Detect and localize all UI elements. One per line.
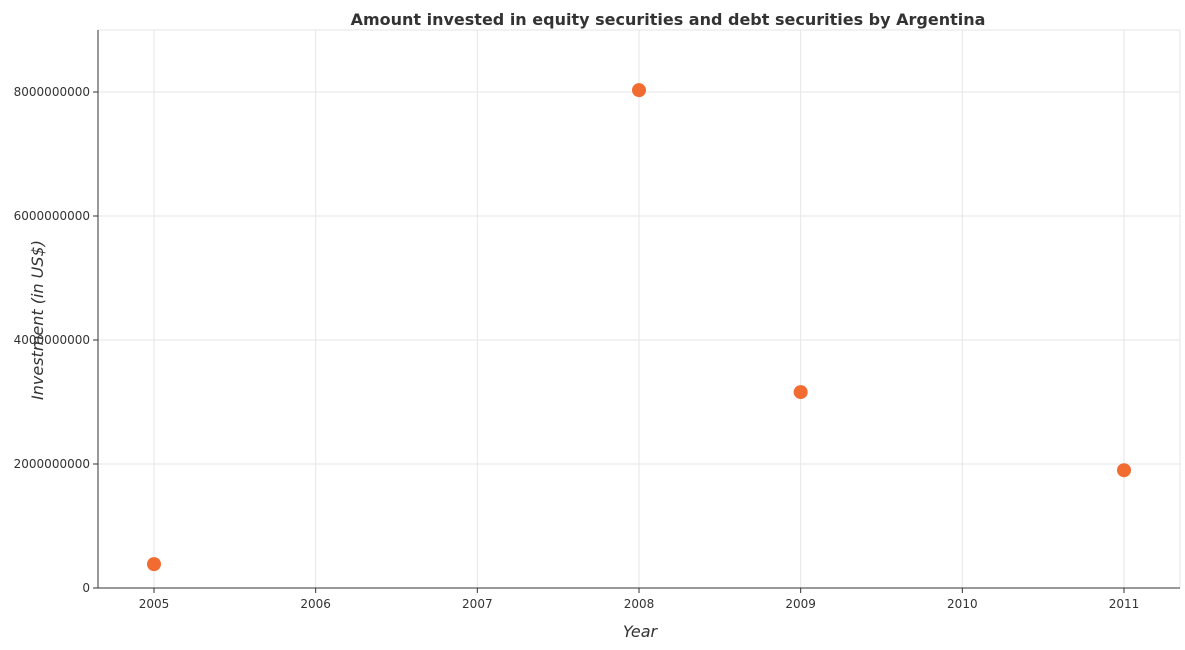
chart-title: Amount invested in equity securities and… (351, 10, 986, 29)
x-tick-label: 2011 (1109, 597, 1140, 611)
data-point-2008 (632, 83, 646, 98)
y-tick-labels: 0 2000000000 4000000000 6000000000 800000000… (14, 85, 90, 595)
y-tick-label: 4000000000 (14, 333, 90, 347)
y-tick-label: 0 (82, 581, 90, 595)
x-tick-label: 2010 (947, 597, 978, 611)
x-axis-label: Year (623, 622, 659, 641)
data-point-2009 (793, 385, 808, 400)
y-axis-label: Investment (in US$) (28, 240, 47, 400)
x-tick-label: 2006 (300, 597, 331, 611)
x-tick-label: 2008 (624, 597, 655, 611)
data-points (147, 83, 1131, 572)
data-point-2005 (147, 557, 161, 572)
y-tick-label: 8000000000 (14, 85, 90, 99)
gridlines (98, 29, 1181, 588)
x-tick-label: 2005 (139, 597, 170, 611)
y-tick-label: 2000000000 (14, 457, 90, 471)
data-point-2011 (1117, 463, 1131, 478)
x-tick-label: 2007 (462, 597, 493, 611)
x-tick-labels: 2005 2006 2007 2008 2009 2010 2011 (139, 597, 1140, 611)
x-tick-label: 2009 (785, 597, 816, 611)
y-tick-label: 6000000000 (14, 209, 90, 223)
axes (93, 30, 1180, 593)
